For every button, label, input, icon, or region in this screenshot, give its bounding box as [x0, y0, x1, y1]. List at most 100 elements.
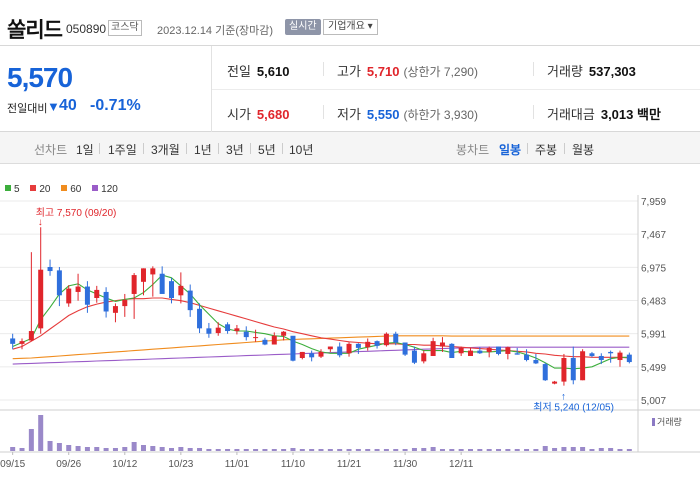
divider [143, 143, 144, 154]
candle-body [626, 354, 632, 363]
stock-chart[interactable]: 7,959 7,467 6,975 6,483 5,991 5,499 5,007 09/1… [0, 190, 700, 490]
low-arrow-icon: ↑ [561, 392, 566, 403]
candle-chart-label: 봉차트 [456, 143, 490, 157]
candle-body [131, 275, 137, 294]
prev-close: 전일 5,610 [227, 64, 290, 79]
volume-bar [262, 449, 268, 451]
candle-body [84, 286, 90, 305]
high-price: 고가 5,710 (상한가 7,290) [337, 64, 478, 79]
volume-bar [234, 449, 240, 451]
divider [323, 105, 324, 119]
candle-body [206, 328, 212, 334]
period-3y[interactable]: 3년 [226, 143, 244, 157]
low-price: 저가 5,550 (하한가 3,930) [337, 107, 478, 122]
volume-bar [206, 449, 212, 451]
period-1y[interactable]: 1년 [194, 143, 212, 157]
volume-bar [75, 446, 81, 451]
period-3m[interactable]: 3개월 [151, 143, 180, 157]
y-tick-label: 6,975 [641, 263, 666, 274]
period-1w[interactable]: 1주일 [108, 143, 137, 157]
divider [186, 143, 187, 154]
volume-bar [449, 449, 455, 451]
volume-bar [626, 449, 632, 451]
y-tick-label: 5,991 [641, 330, 666, 341]
divider [323, 62, 324, 76]
candle-body [318, 351, 324, 357]
candle-body [439, 342, 445, 347]
candle-body [112, 306, 118, 313]
chart-grid [0, 195, 700, 453]
x-tick-label: 11/21 [337, 459, 362, 470]
open-price: 시가 5,680 [227, 107, 290, 122]
ma60-line [12, 335, 630, 360]
x-tick-label: 10/12 [112, 459, 137, 470]
y-tick-label: 7,467 [641, 230, 666, 241]
volume-bar [150, 446, 156, 451]
change-label: 전일대비 [7, 103, 48, 115]
volume-bar [131, 442, 137, 451]
company-overview-dropdown[interactable]: 기업개요 ▾ [323, 19, 378, 35]
candle-body [570, 358, 576, 381]
candle-body [365, 341, 371, 348]
candle-body [477, 350, 483, 354]
volume-bar [94, 447, 100, 451]
divider [250, 143, 251, 154]
divider [533, 105, 534, 119]
candle-body [187, 290, 193, 311]
legend-ma60: 60 [61, 184, 81, 195]
legend-ma20: 20 [30, 184, 50, 195]
realtime-button[interactable]: 실시간 [285, 19, 321, 35]
divider [527, 143, 528, 154]
volume-bar [243, 449, 249, 451]
candle-body [225, 324, 231, 332]
price-summary: 5,570 전일대비 ▼ 40 -0.71% 전일 5,610 고가 5,710 (상… [0, 46, 700, 132]
volume-bar [542, 446, 548, 451]
volume-bar [187, 448, 193, 451]
volume-bar [411, 448, 417, 451]
candle-body [271, 335, 277, 345]
candle-body [262, 339, 268, 345]
period-10y[interactable]: 10년 [289, 143, 314, 157]
candle-monthly[interactable]: 월봉 [572, 143, 595, 157]
candle-body [169, 281, 175, 299]
candle-body [178, 285, 184, 296]
volume-bar [570, 447, 576, 451]
change-value: 40 [59, 97, 77, 114]
candle-body [19, 341, 25, 344]
volume-bar [140, 445, 146, 451]
change-rate: -0.71% [90, 97, 141, 114]
period-1d[interactable]: 1일 [76, 143, 94, 157]
low-annotation: 최저 5,240 (12/05) [533, 402, 614, 414]
volume-bar [393, 449, 399, 451]
volume-bar [28, 429, 34, 451]
divider [218, 143, 219, 154]
candle-body [598, 355, 604, 361]
candle-body [56, 270, 62, 296]
candle-body [421, 353, 427, 362]
legend-ma5: 5 [5, 184, 20, 195]
volume-bar [486, 449, 492, 451]
period-5y[interactable]: 5년 [258, 143, 276, 157]
volume-bar [215, 449, 221, 451]
y-tick-label: 5,007 [641, 396, 666, 407]
volume-bar [112, 448, 118, 451]
volume-bar [327, 449, 333, 451]
candle-body [10, 338, 16, 344]
volume-bar [225, 449, 231, 451]
volume-bar [299, 449, 305, 451]
candle-body [486, 347, 492, 352]
candle-body [47, 266, 53, 272]
candle-body [290, 335, 296, 361]
volume-bar [290, 448, 296, 451]
stock-name: 쏠리드 [7, 19, 63, 42]
candles [10, 227, 632, 386]
volume-bar [159, 447, 165, 451]
candle-daily[interactable]: 일봉 [499, 143, 522, 157]
trade-amount: 거래대금 3,013 백만 [547, 107, 661, 122]
candle-body [66, 288, 72, 304]
candle-weekly[interactable]: 주봉 [535, 143, 558, 157]
volume-bar [533, 449, 539, 451]
volume-bar [271, 449, 277, 451]
volume-bar [178, 447, 184, 451]
legend-swatch [61, 185, 68, 191]
